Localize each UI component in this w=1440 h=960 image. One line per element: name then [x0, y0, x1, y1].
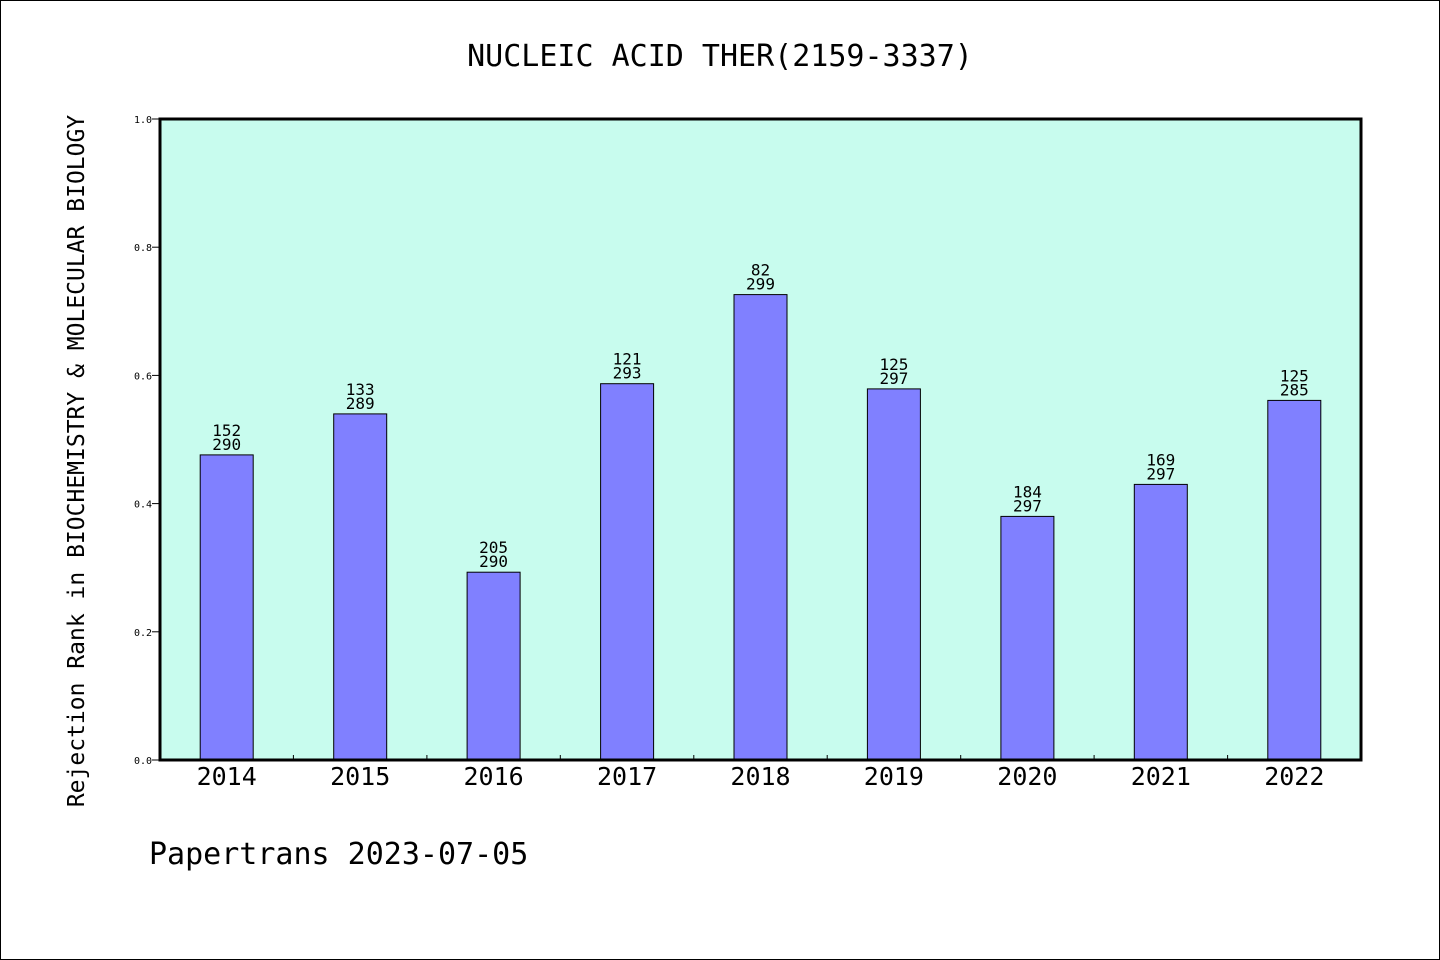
data-label-total-2018: 299 [746, 275, 775, 294]
x-tick-label-2014: 2014 [197, 762, 257, 791]
x-tick-label-2016: 2016 [463, 762, 523, 791]
data-labels-layer: 1522901332892052901212938229912529718429… [212, 261, 1309, 572]
data-label-total-2020: 297 [1013, 496, 1042, 515]
footer-credit: Papertrans 2023-07-05 [149, 837, 528, 872]
bars-layer [199, 294, 1322, 761]
data-label-rank-2019: 125 [879, 355, 908, 374]
data-label-total-2017: 293 [613, 364, 642, 383]
y-axis: 0.0 0.2 0.4 0.6 0.8 1.0 [134, 115, 160, 767]
bar-2014 [199, 454, 254, 761]
data-label-total-2021: 297 [1146, 464, 1175, 483]
data-label-rank-2022: 125 [1280, 366, 1309, 385]
y-tick-label: 1.0 [134, 115, 152, 126]
data-label-rank-2020: 184 [1013, 482, 1042, 501]
data-label-rank-2015: 133 [346, 380, 375, 399]
chart-title: NUCLEIC ACID THER(2159-3337) [467, 39, 973, 74]
data-label-rank-2018: 82 [751, 261, 770, 280]
x-tick-label-2019: 2019 [864, 762, 924, 791]
x-tick-label-2015: 2015 [330, 762, 390, 791]
y-tick-label: 0.4 [134, 500, 152, 511]
bar-2019 [866, 388, 921, 761]
data-label-total-2022: 285 [1280, 380, 1309, 399]
data-label-total-2015: 289 [346, 394, 375, 413]
data-label-total-2014: 290 [212, 435, 241, 454]
x-axis: 2014 2015 2016 2017 2018 2019 2020 2021 2022 [197, 755, 1324, 791]
bar-2016 [466, 571, 521, 761]
bar-2021 [1133, 483, 1188, 761]
x-tick-label-2020: 2020 [997, 762, 1057, 791]
data-label-rank-2014: 152 [212, 421, 241, 440]
data-label-rank-2016: 205 [479, 538, 508, 557]
x-tick-label-2018: 2018 [730, 762, 790, 791]
bar-2017 [600, 383, 655, 761]
data-label-rank-2021: 169 [1146, 450, 1175, 469]
plot-border [158, 117, 1363, 762]
data-label-total-2019: 297 [879, 369, 908, 388]
x-tick-label-2022: 2022 [1264, 762, 1324, 791]
bar-2022 [1267, 399, 1322, 761]
data-label-total-2016: 290 [479, 552, 508, 571]
y-tick-label: 0.8 [134, 243, 152, 254]
bar-2018 [733, 294, 788, 761]
bar-2015 [333, 413, 388, 761]
data-label-rank-2017: 121 [613, 350, 642, 369]
y-tick-label: 0.2 [134, 628, 152, 639]
y-tick-label: 0.6 [134, 371, 152, 382]
y-tick-label: 0.0 [134, 756, 152, 767]
x-tick-label-2021: 2021 [1131, 762, 1191, 791]
bar-2020 [1000, 515, 1055, 761]
x-tick-label-2017: 2017 [597, 762, 657, 791]
y-axis-label: Rejection Rank in BIOCHEMISTRY & MOLECUL… [64, 115, 90, 808]
